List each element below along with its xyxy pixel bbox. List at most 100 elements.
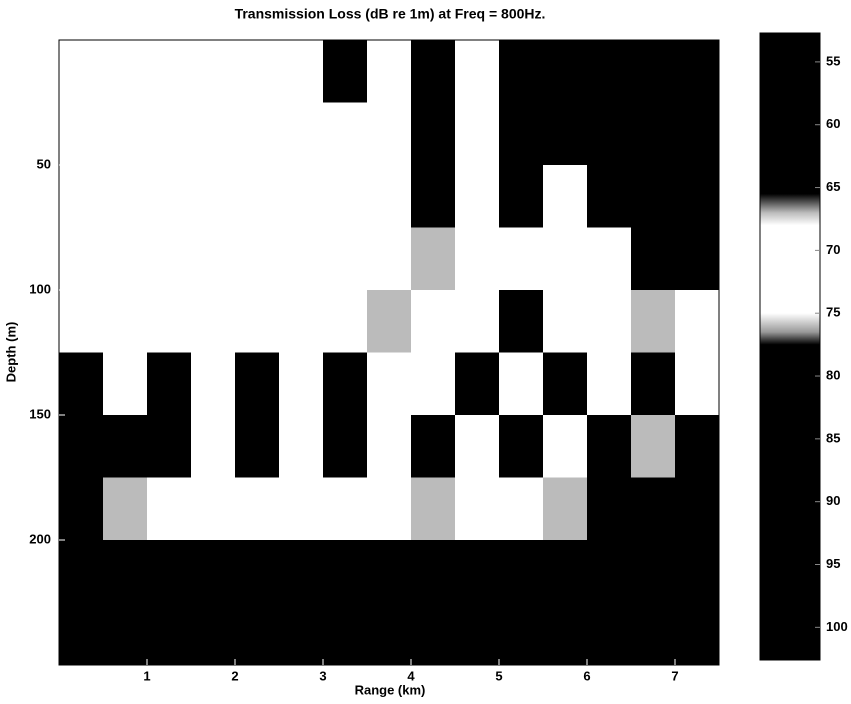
heatmap-cell (543, 415, 588, 478)
heatmap-cell (455, 102, 500, 166)
heatmap-cell (279, 352, 324, 416)
heatmap-cell (675, 477, 720, 541)
heatmap-cell (191, 40, 236, 103)
heatmap-cell (587, 227, 632, 291)
heatmap-cell (543, 540, 588, 603)
heatmap-cell (499, 540, 544, 603)
heatmap-cell (191, 102, 236, 166)
heatmap-cell (543, 602, 588, 666)
colorbar-tick-label: 60 (826, 116, 840, 131)
heatmap-cell (323, 40, 368, 103)
heatmap-cell (631, 540, 676, 603)
heatmap-cell (543, 40, 588, 103)
heatmap-cell (455, 227, 500, 291)
chart-title: Transmission Loss (dB re 1m) at Freq = 8… (235, 6, 546, 22)
heatmap-cell (587, 602, 632, 666)
heatmap-cell (323, 227, 368, 291)
colorbar-tick-label: 65 (826, 179, 840, 194)
heatmap-cell (367, 602, 412, 666)
heatmap-cell (631, 352, 676, 416)
colorbar-tick-label: 80 (826, 367, 840, 382)
heatmap-cell (235, 540, 280, 603)
heatmap-cell (147, 165, 192, 228)
heatmap-cell (499, 352, 544, 416)
heatmap-cell (323, 102, 368, 166)
heatmap-cell (499, 415, 544, 478)
heatmap-cell (367, 352, 412, 416)
heatmap-cell (59, 352, 104, 416)
heatmap-cell (631, 290, 676, 353)
heatmap-cell (455, 477, 500, 541)
heatmap-cell (323, 165, 368, 228)
heatmap-cell (59, 477, 104, 541)
heatmap-cell (675, 415, 720, 478)
heatmap-cell (587, 540, 632, 603)
heatmap-cell (147, 290, 192, 353)
heatmap-cell (191, 290, 236, 353)
heatmap-cell (499, 602, 544, 666)
colorbar-tick-label: 85 (826, 430, 840, 445)
heatmap-cell (147, 540, 192, 603)
heatmap-cell (323, 352, 368, 416)
colorbar-tick-label: 90 (826, 493, 840, 508)
heatmap-cell (323, 290, 368, 353)
colorbar-tick-label: 100 (826, 619, 848, 634)
heatmap-cell (631, 40, 676, 103)
y-tick-label: 200 (29, 531, 51, 546)
heatmap-cell (147, 415, 192, 478)
heatmap-cell (455, 540, 500, 603)
heatmap-cell (323, 540, 368, 603)
heatmap-cell (59, 165, 104, 228)
heatmap-cell (191, 227, 236, 291)
heatmap-cell (235, 40, 280, 103)
heatmap-cell (279, 477, 324, 541)
heatmap-cell (631, 415, 676, 478)
heatmap-cell (411, 227, 456, 291)
heatmap-cell (367, 415, 412, 478)
heatmap-cell (631, 165, 676, 228)
heatmap-cell (59, 290, 104, 353)
heatmap-cell (279, 165, 324, 228)
x-tick-label: 5 (495, 668, 502, 683)
heatmap-cell (411, 602, 456, 666)
heatmap-cell (411, 415, 456, 478)
x-tick-label: 3 (319, 668, 326, 683)
heatmap-cell (543, 477, 588, 541)
heatmap-cell (235, 477, 280, 541)
heatmap-cell (455, 352, 500, 416)
heatmap-cell (147, 352, 192, 416)
heatmap-cell (587, 477, 632, 541)
heatmap-cell (59, 40, 104, 103)
heatmap-cell (103, 227, 148, 291)
heatmap-cell (103, 415, 148, 478)
colorbar (759, 32, 821, 661)
heatmap-cell (191, 477, 236, 541)
heatmap-cell (543, 102, 588, 166)
heatmap-cell (279, 602, 324, 666)
heatmap-cell (675, 290, 720, 353)
heatmap-cell (543, 227, 588, 291)
heatmap-cell (279, 40, 324, 103)
heatmap-cell (279, 540, 324, 603)
x-tick-label: 2 (231, 668, 238, 683)
y-axis-label: Depth (m) (3, 322, 18, 383)
heatmap-cell (191, 415, 236, 478)
heatmap-cell (675, 40, 720, 103)
heatmap-cell (587, 352, 632, 416)
heatmap-cell (323, 415, 368, 478)
heatmap-cell (59, 227, 104, 291)
heatmap-cell (59, 602, 104, 666)
heatmap-cell (411, 102, 456, 166)
heatmap-cell (59, 102, 104, 166)
heatmap-cell (455, 165, 500, 228)
heatmap-cell (147, 227, 192, 291)
heatmap-cell (411, 290, 456, 353)
heatmap-cell (587, 290, 632, 353)
colorbar-tick-label: 55 (826, 53, 840, 68)
heatmap-cell (367, 540, 412, 603)
heatmap-cell (411, 165, 456, 228)
heatmap-cell (279, 102, 324, 166)
heatmap-cell (235, 352, 280, 416)
heatmap-cell (279, 290, 324, 353)
heatmap-cell (367, 290, 412, 353)
